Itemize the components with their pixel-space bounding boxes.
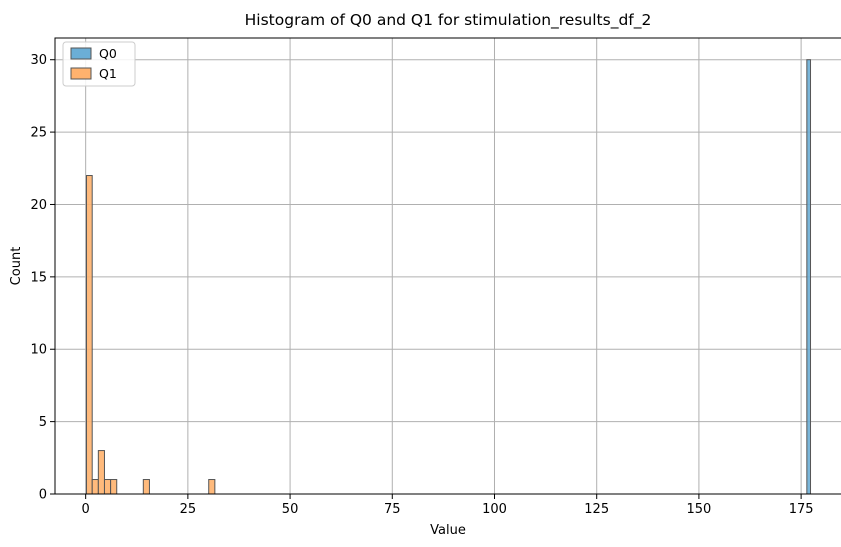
bar-q1: [110, 479, 118, 495]
x-tick-label: 0: [82, 502, 90, 517]
x-tick-label: 50: [282, 502, 299, 517]
x-tick-label: 175: [789, 502, 814, 517]
x-tick-label: 125: [584, 502, 609, 517]
y-axis-ticks: 0 5 10 15 20 25 30: [30, 53, 55, 503]
chart-title: Histogram of Q0 and Q1 for stimulation_r…: [245, 11, 652, 30]
bar-q1: [142, 479, 150, 495]
legend-swatch-q1: [70, 67, 92, 80]
y-axis-title: Count: [9, 247, 24, 286]
y-tick-label: 0: [39, 488, 47, 503]
legend-swatch-q0: [70, 47, 92, 60]
y-tick-label: 25: [30, 126, 47, 141]
grid-lines: [55, 38, 841, 495]
bar-q1: [103, 479, 112, 495]
x-tick-label: 100: [482, 502, 507, 517]
legend-label-q1: Q1: [99, 66, 117, 81]
bar-q1: [208, 479, 216, 495]
bar-q1: [91, 479, 99, 495]
legend-label-q0: Q0: [99, 46, 117, 61]
x-axis-title: Value: [430, 523, 466, 538]
bar-q1: [85, 175, 93, 495]
x-tick-label: 75: [384, 502, 401, 517]
y-tick-label: 15: [30, 270, 47, 285]
y-tick-label: 10: [30, 343, 47, 358]
x-axis-ticks: 0 25 50 75 100 125 150 175: [82, 494, 814, 517]
y-tick-label: 20: [30, 198, 47, 213]
y-tick-label: 30: [30, 53, 47, 68]
x-tick-label: 25: [180, 502, 197, 517]
bar-q0: [806, 59, 812, 495]
bar-q1: [97, 450, 105, 495]
plot-frame: [54, 37, 841, 495]
y-tick-label: 5: [39, 415, 47, 430]
x-tick-label: 150: [686, 502, 711, 517]
